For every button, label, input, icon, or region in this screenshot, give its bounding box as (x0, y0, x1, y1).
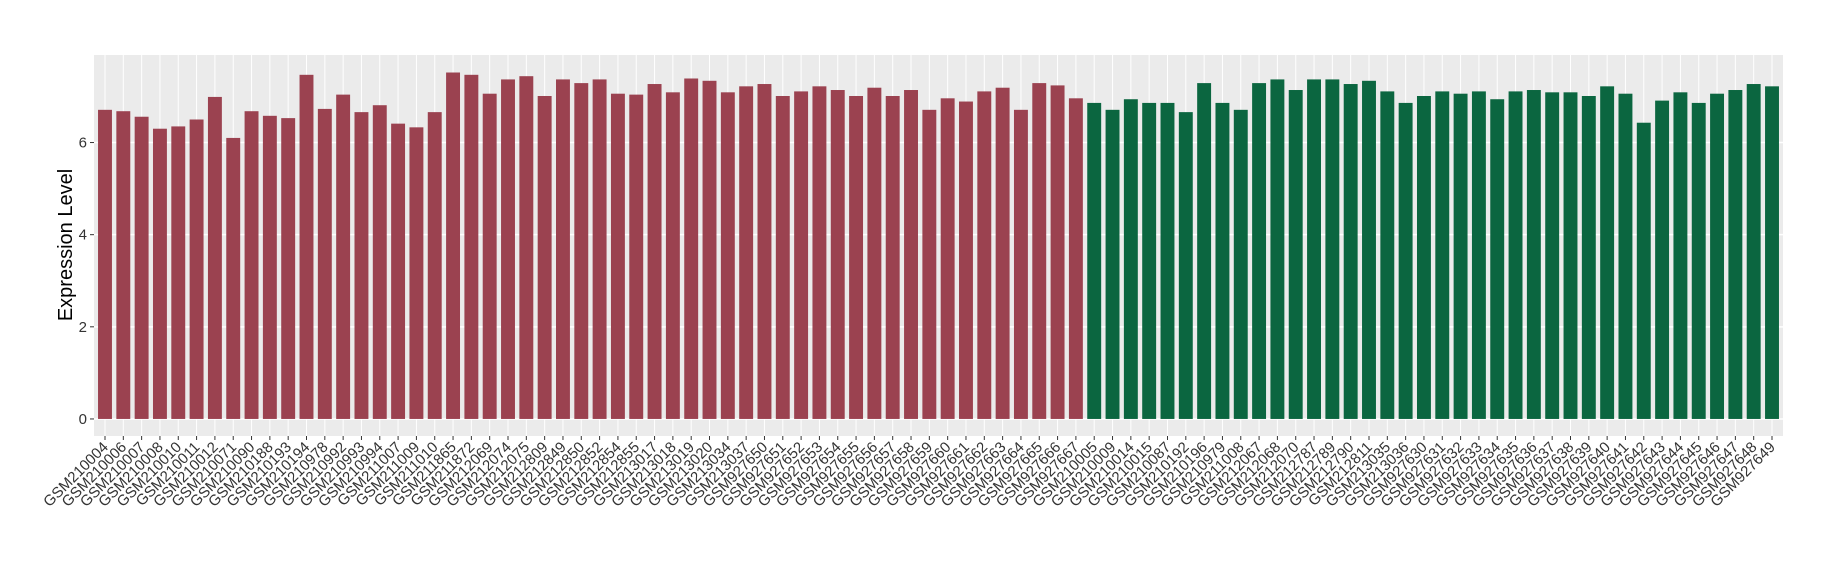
bar (977, 91, 992, 419)
bar (922, 109, 937, 419)
bar (1710, 93, 1725, 419)
bar (1233, 109, 1248, 419)
bar (1252, 83, 1267, 419)
bar (1416, 96, 1431, 419)
bar (1013, 109, 1028, 419)
bar (1087, 102, 1102, 419)
bar (1380, 91, 1395, 419)
bar (152, 128, 167, 419)
bar (299, 74, 314, 419)
bar (1691, 102, 1706, 419)
bar (1197, 83, 1212, 419)
bar (189, 119, 204, 419)
bar (116, 111, 131, 419)
y-tick-label: 2 (79, 319, 87, 336)
bar (1288, 90, 1303, 419)
bar (1728, 90, 1743, 419)
bar (1105, 109, 1120, 419)
bar (775, 96, 790, 419)
bar (1362, 80, 1376, 419)
bar (1453, 93, 1468, 419)
bar (1471, 91, 1486, 419)
bar (556, 79, 570, 419)
y-tick-label: 6 (79, 135, 87, 152)
bar (610, 93, 625, 419)
bar (537, 96, 552, 419)
bar (1545, 92, 1560, 419)
bar (244, 111, 259, 419)
bar (1270, 79, 1285, 419)
bar (1508, 91, 1523, 419)
bar (959, 101, 973, 419)
bar (1765, 86, 1779, 419)
bar (171, 126, 186, 419)
bar (867, 87, 882, 419)
bar (1673, 92, 1688, 419)
bar (1435, 91, 1450, 419)
bar (830, 90, 845, 419)
bar (427, 112, 442, 419)
bar (1655, 100, 1670, 419)
bar (592, 79, 607, 419)
bar (757, 84, 772, 419)
y-tick-label: 4 (79, 227, 87, 244)
bar (1563, 92, 1578, 419)
bar (647, 84, 662, 419)
bar (1178, 112, 1193, 419)
bar (1581, 96, 1596, 419)
bar (464, 74, 479, 419)
bar (1142, 102, 1157, 419)
bar (1325, 79, 1340, 419)
bar (1636, 122, 1651, 419)
bar (940, 98, 955, 419)
bar (1398, 102, 1413, 419)
bar (391, 123, 406, 419)
bar (281, 118, 296, 419)
bar (720, 92, 735, 419)
bar (409, 127, 424, 419)
bar (794, 91, 809, 419)
bar (336, 94, 351, 419)
bar (1050, 85, 1065, 419)
bar (1160, 102, 1175, 419)
bar (665, 92, 680, 419)
bar (482, 93, 497, 419)
bar (1032, 83, 1047, 419)
bar (995, 87, 1010, 419)
bar (354, 112, 369, 419)
y-tick-label: 0 (79, 411, 87, 428)
bar (519, 76, 534, 419)
bar (1490, 99, 1505, 419)
bar (1746, 84, 1761, 419)
bar (1526, 90, 1541, 419)
bar (1215, 102, 1230, 419)
bar (849, 96, 864, 419)
bar (1307, 79, 1321, 419)
bar (684, 78, 699, 419)
bar (372, 105, 387, 419)
bar (446, 72, 461, 419)
bar (574, 83, 589, 419)
bar (739, 86, 754, 419)
bar (262, 115, 277, 419)
bar (98, 109, 112, 419)
bar (1600, 86, 1615, 419)
bar (1123, 99, 1138, 419)
bar (317, 108, 332, 419)
bar (207, 96, 222, 419)
bar (1343, 84, 1358, 419)
bar (885, 96, 900, 419)
bar (812, 86, 827, 419)
bar (1068, 98, 1083, 419)
bar (904, 90, 918, 419)
bar (134, 116, 149, 419)
bar (501, 79, 515, 419)
bar (1618, 93, 1633, 419)
bar (629, 94, 644, 419)
bar (702, 80, 717, 419)
y-axis-label: Expression Level (55, 169, 77, 321)
bar (226, 137, 241, 419)
